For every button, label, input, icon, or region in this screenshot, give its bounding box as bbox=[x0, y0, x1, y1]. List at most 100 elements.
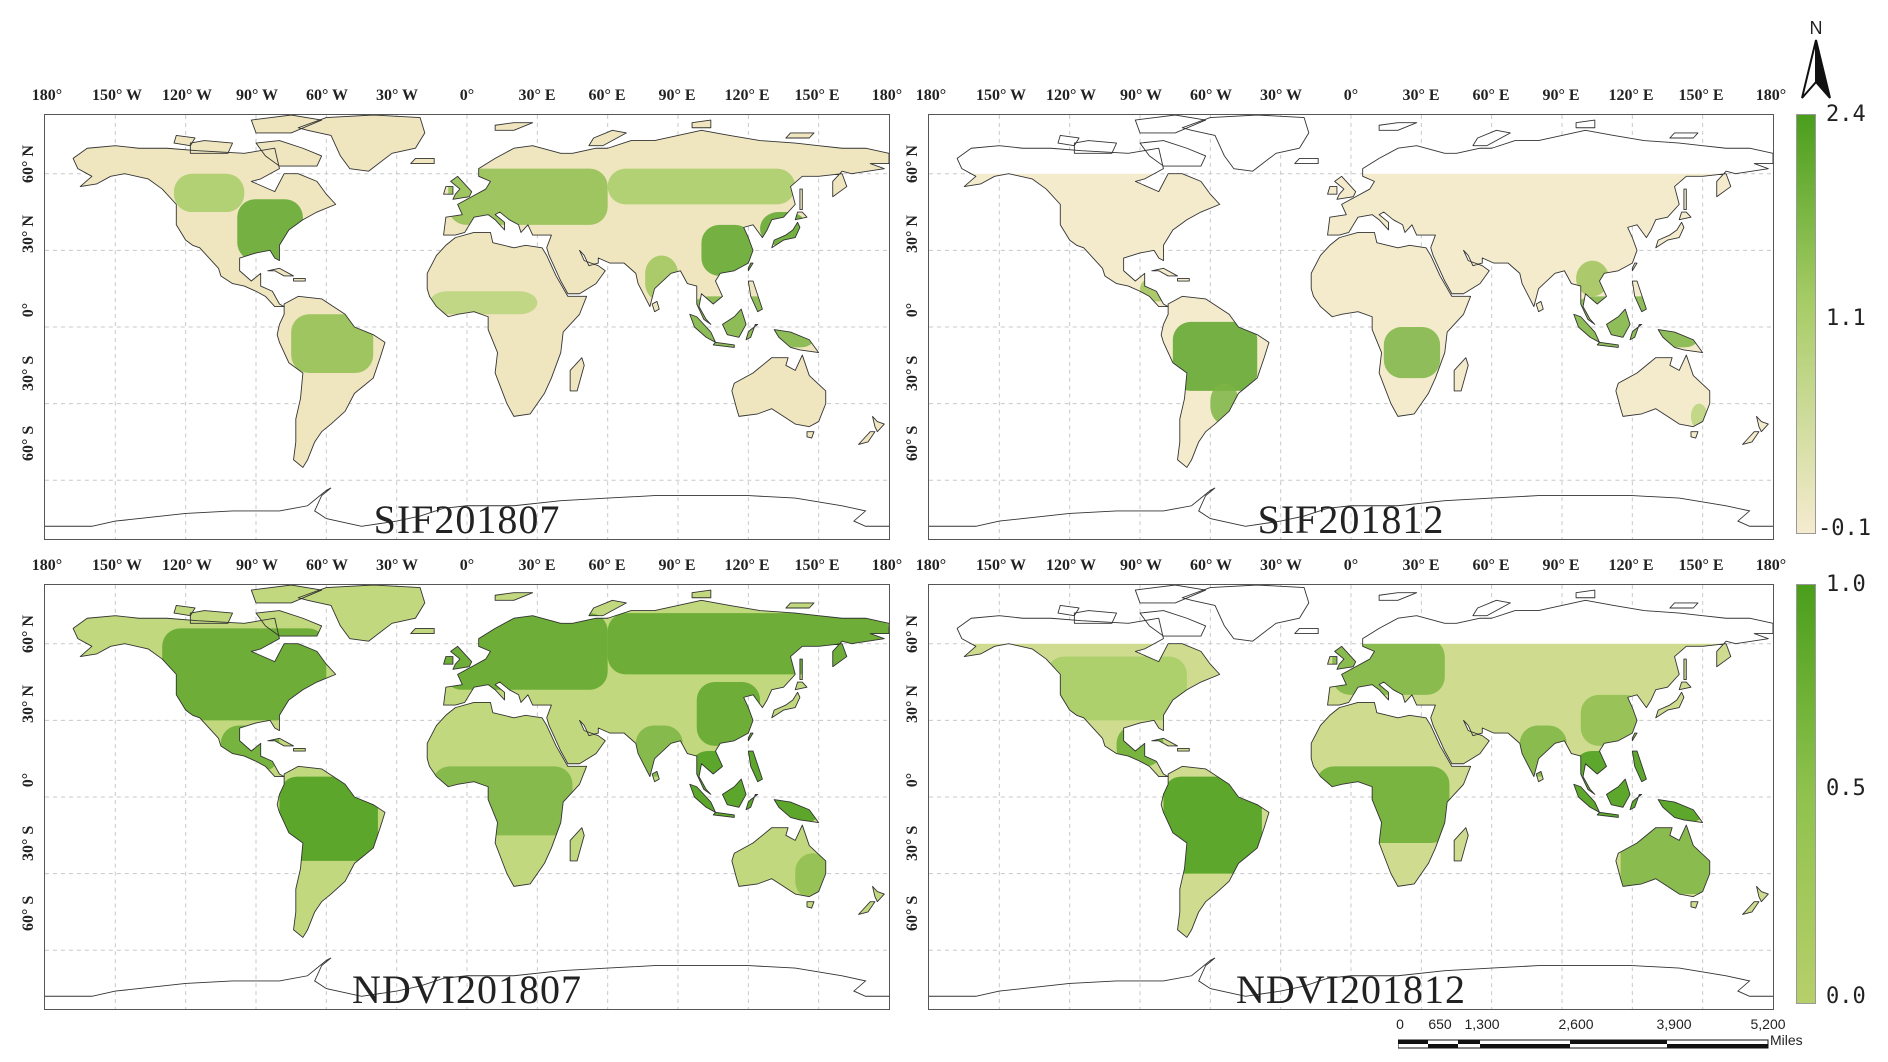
coastline-victoria bbox=[189, 140, 234, 154]
vegetation-zone bbox=[635, 725, 683, 777]
coastline-britain bbox=[450, 175, 473, 200]
lon-tick-label: 150° E bbox=[794, 557, 840, 574]
coastline-novaya bbox=[1472, 599, 1511, 617]
vegetation-zone bbox=[429, 291, 538, 315]
scale-bar-tick-label: 1,300 bbox=[1464, 1016, 1500, 1032]
map-panel-sif201812: SIF201812 bbox=[928, 114, 1774, 540]
coastline-sriLanka bbox=[1535, 770, 1544, 783]
coastline-java bbox=[712, 341, 735, 348]
vegetation-zone bbox=[443, 613, 608, 690]
coastline-svalbard bbox=[1378, 592, 1418, 601]
coastline-antarctica bbox=[45, 957, 889, 997]
coastline-australia bbox=[1615, 354, 1711, 428]
lon-tick-label: 120° W bbox=[1045, 87, 1097, 104]
coastline-ellesmere bbox=[250, 115, 323, 134]
lon-tick-label: 30° E bbox=[518, 87, 556, 104]
coastline-novaya bbox=[588, 599, 627, 617]
lon-tick-label: 120° E bbox=[724, 87, 770, 104]
lon-tick-label: 0° bbox=[1343, 557, 1359, 574]
lat-labels-top-left: 60° N 30° N 0° 30° S 60° S bbox=[18, 114, 40, 540]
coastline-hokkaido bbox=[794, 681, 808, 691]
lon-tick-label: 30° W bbox=[1259, 557, 1303, 574]
vegetation-zone bbox=[220, 725, 280, 772]
sif-legend-mid: 1.1 bbox=[1826, 306, 1866, 331]
lat-tick-label: 30° N bbox=[904, 685, 921, 723]
ndvi-legend-max: 1.0 bbox=[1826, 572, 1866, 597]
coastline-cuba bbox=[267, 267, 294, 277]
lon-tick-label: 150° W bbox=[91, 87, 143, 104]
coastline-baffin bbox=[1139, 610, 1207, 637]
coastline-africa bbox=[1310, 231, 1472, 417]
sif-legend-min: -0.1 bbox=[1818, 516, 1871, 541]
coastline-greenland bbox=[1181, 585, 1310, 642]
coastline-madagascar bbox=[569, 827, 585, 862]
lon-tick-label: 0° bbox=[459, 87, 475, 104]
coastlines bbox=[45, 115, 889, 527]
lon-tick-label: 180° bbox=[31, 87, 63, 104]
lon-tick-label: 90° W bbox=[1119, 557, 1163, 574]
coastline-nzNorth bbox=[1756, 415, 1769, 433]
lat-tick-label: 60° N bbox=[904, 615, 921, 653]
lon-tick-label: 30° W bbox=[375, 557, 419, 574]
coastline-sulawesi bbox=[745, 323, 759, 341]
coastline-japan bbox=[1655, 691, 1685, 719]
coastline-sakhalin bbox=[799, 658, 803, 681]
coastline-eurasia bbox=[1327, 129, 1773, 325]
coastline-eurasia bbox=[443, 599, 889, 795]
sif-colorbar bbox=[1796, 114, 1816, 534]
coastline-hokkaido bbox=[1678, 211, 1692, 221]
coastline-sakhalin bbox=[799, 188, 803, 211]
vegetation-zone bbox=[1172, 321, 1258, 391]
coastline-hispaniola bbox=[293, 277, 306, 282]
lat-tick-label: 30° S bbox=[20, 825, 37, 861]
coastline-taiwan bbox=[747, 262, 754, 272]
coastlines bbox=[45, 585, 889, 997]
coastline-newSiberia bbox=[785, 132, 815, 139]
lon-tick-label: 90° E bbox=[658, 557, 696, 574]
coastline-severnaya bbox=[691, 589, 712, 599]
coastline-svalbard bbox=[494, 592, 534, 601]
coastline-cuba bbox=[1151, 267, 1178, 277]
north-arrow-label: N bbox=[1809, 18, 1823, 38]
coastline-eurasia bbox=[1327, 599, 1773, 795]
coastline-madagascar bbox=[1453, 357, 1469, 392]
coastline-novaya bbox=[1472, 129, 1511, 147]
ndvi-colorbar bbox=[1796, 584, 1816, 1004]
lat-tick-label: 60° S bbox=[20, 425, 37, 461]
coastline-africa bbox=[426, 701, 588, 887]
coastline-hokkaido bbox=[794, 211, 808, 221]
coastline-sriLanka bbox=[651, 300, 660, 313]
lon-tick-label: 90° W bbox=[1119, 87, 1163, 104]
lon-tick-label: 180° bbox=[1755, 557, 1787, 574]
lon-tick-label: 60° E bbox=[1472, 557, 1510, 574]
coastline-banks bbox=[1057, 604, 1080, 617]
coastline-ellesmere bbox=[1134, 585, 1207, 604]
lat-tick-label: 60° N bbox=[20, 145, 37, 183]
coastline-nzSouth bbox=[858, 901, 876, 915]
coastline-sakhalin bbox=[1683, 658, 1687, 681]
coastline-greenland bbox=[297, 115, 426, 172]
lon-tick-label: 60° W bbox=[305, 557, 349, 574]
lat-tick-label: 60° S bbox=[904, 895, 921, 931]
coastline-ellesmere bbox=[250, 585, 323, 604]
lon-tick-label: 120° W bbox=[161, 87, 213, 104]
coastline-newGuinea bbox=[1657, 799, 1704, 824]
coastline-britain bbox=[450, 645, 473, 670]
coastline-banks bbox=[173, 134, 196, 147]
lat-tick-label: 0° bbox=[904, 302, 921, 318]
coastline-hispaniola bbox=[1177, 277, 1190, 282]
scale-bar-unit: Miles bbox=[1770, 1032, 1803, 1048]
coastline-britain bbox=[1334, 175, 1357, 200]
vegetation-zone bbox=[1383, 327, 1441, 379]
lon-tick-label: 180° bbox=[31, 557, 63, 574]
coastline-ellesmere bbox=[1134, 115, 1207, 134]
coastline-greenland bbox=[1181, 115, 1310, 172]
coastline-taiwan bbox=[747, 732, 754, 742]
north-arrow: N bbox=[1796, 18, 1836, 99]
lon-labels-bottom-left: 180° 150° W 120° W 90° W 60° W 30° W 0° 30° E 60… bbox=[32, 557, 902, 581]
panel-title-ndvi201807: NDVI201807 bbox=[352, 967, 582, 1010]
coastline-sulawesi bbox=[745, 793, 759, 811]
vegetation-zone bbox=[237, 199, 303, 261]
coastline-madagascar bbox=[569, 357, 585, 392]
ndvi-legend-mid: 0.5 bbox=[1826, 776, 1866, 801]
